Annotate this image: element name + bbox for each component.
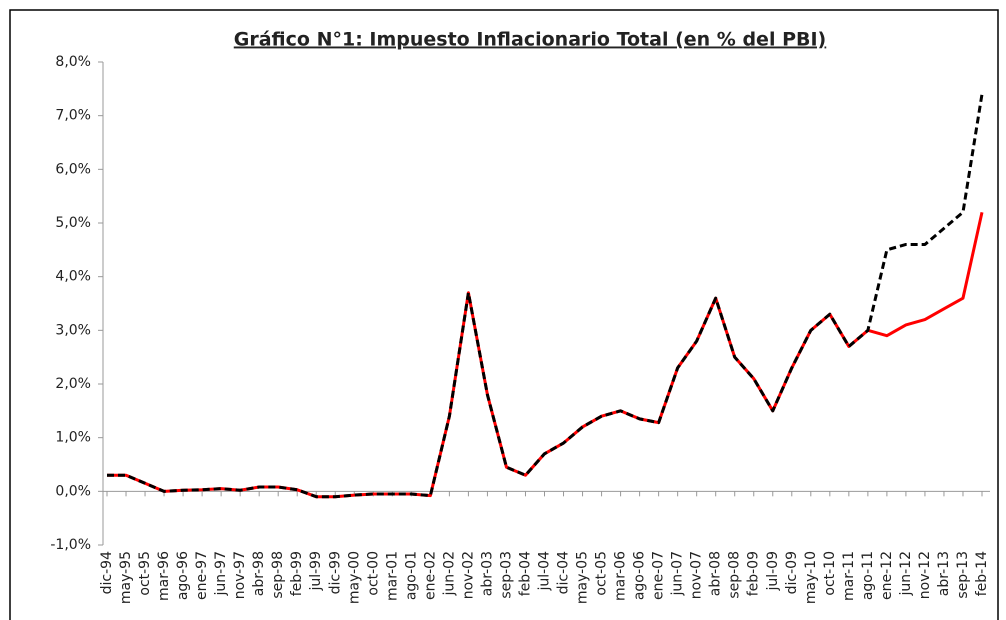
x-tick-label: mar-96 xyxy=(156,551,172,601)
x-tick-label: feb-04 xyxy=(517,551,533,596)
x-tick-label: oct-00 xyxy=(365,551,381,596)
x-tick-label: mar-06 xyxy=(613,551,629,601)
x-tick-label: abr-13 xyxy=(936,551,952,596)
y-tick-label: 1,0% xyxy=(55,430,91,446)
x-tick-label: may-95 xyxy=(118,551,134,604)
y-tick-label: 4,0% xyxy=(55,269,91,285)
x-tick-label: jun-07 xyxy=(670,551,686,597)
y-tick-label: 3,0% xyxy=(55,322,91,338)
x-tick-label: abr-03 xyxy=(479,551,495,596)
chart-title: Gráfico N°1: Impuesto Inflacionario Tota… xyxy=(234,29,826,51)
x-tick-label: jun-12 xyxy=(898,551,914,597)
x-tick-label: oct-95 xyxy=(137,551,153,596)
x-tick-label: may-10 xyxy=(803,551,819,604)
y-tick-label: 8,0% xyxy=(55,54,91,70)
x-tick-label: sep-13 xyxy=(955,551,971,599)
x-tick-label: nov-02 xyxy=(460,551,476,599)
x-tick-label: abr-98 xyxy=(251,551,267,596)
y-tick-label: 7,0% xyxy=(55,108,91,124)
x-tick-label: ene-07 xyxy=(651,551,667,600)
x-tick-label: ago-96 xyxy=(175,551,191,600)
x-tick-label: oct-10 xyxy=(822,551,838,596)
y-tick-label: 6,0% xyxy=(55,161,91,177)
x-tick-label: abr-08 xyxy=(708,551,724,596)
x-tick-label: dic-94 xyxy=(99,551,115,594)
x-tick-label: may-05 xyxy=(575,551,591,604)
x-tick-label: jul-99 xyxy=(308,551,324,592)
x-tick-label: mar-11 xyxy=(841,551,857,601)
x-tick-label: sep-08 xyxy=(727,551,743,599)
x-tick-label: sep-98 xyxy=(270,551,286,599)
x-tick-label: nov-07 xyxy=(689,551,705,599)
x-tick-label: ene-12 xyxy=(879,551,895,600)
y-tick-label: 5,0% xyxy=(55,215,91,231)
x-tick-label: ago-01 xyxy=(403,551,419,600)
y-tick-label: 2,0% xyxy=(55,376,91,392)
x-tick-label: feb-99 xyxy=(289,551,305,596)
x-tick-label: may-00 xyxy=(346,551,362,604)
x-tick-label: sep-03 xyxy=(498,551,514,599)
x-tick-label: dic-09 xyxy=(784,551,800,594)
chart-frame xyxy=(9,9,999,620)
x-tick-label: jun-02 xyxy=(441,551,457,597)
x-tick-label: ago-11 xyxy=(860,551,876,600)
x-tick-label: jul-04 xyxy=(537,551,553,592)
x-tick-label: feb-09 xyxy=(746,551,762,596)
y-tick-label: -1,0% xyxy=(50,537,91,553)
x-tick-label: nov-97 xyxy=(232,551,248,599)
x-tick-label: ene-97 xyxy=(194,551,210,600)
x-tick-label: oct-05 xyxy=(594,551,610,596)
x-tick-label: jun-97 xyxy=(213,551,229,597)
x-tick-label: ene-02 xyxy=(422,551,438,600)
x-tick-label: ago-06 xyxy=(632,551,648,600)
x-tick-label: nov-12 xyxy=(917,551,933,599)
y-tick-label: 0,0% xyxy=(55,483,91,499)
x-tick-label: jul-09 xyxy=(765,551,781,592)
x-tick-label: dic-99 xyxy=(327,551,343,594)
x-tick-label: mar-01 xyxy=(384,551,400,601)
x-tick-label: feb-14 xyxy=(974,551,990,596)
series-line xyxy=(107,93,984,499)
x-tick-label: dic-04 xyxy=(556,551,572,594)
